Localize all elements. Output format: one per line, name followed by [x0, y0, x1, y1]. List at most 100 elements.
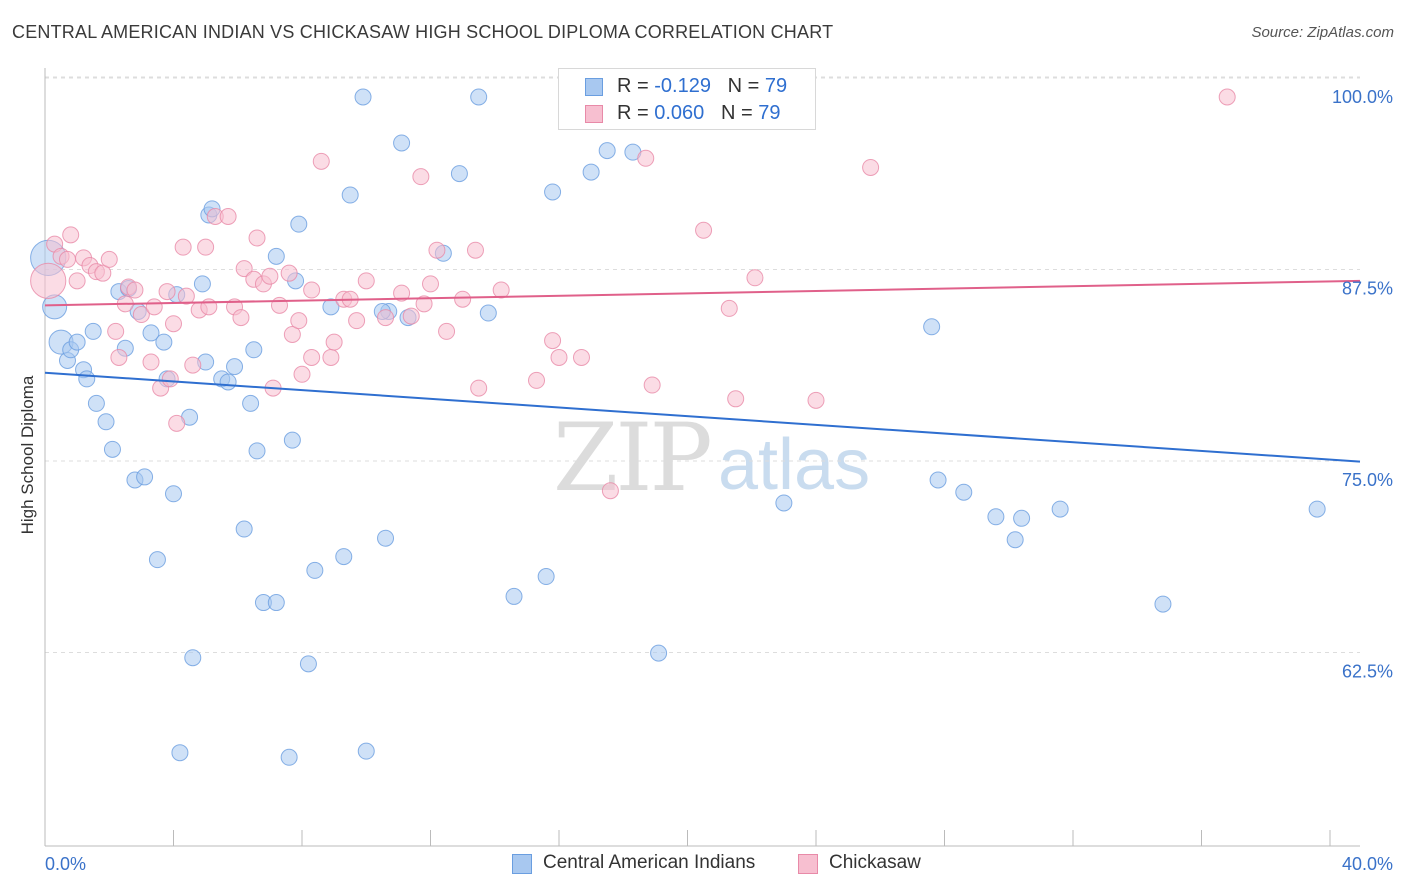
data-point [393, 284, 411, 302]
data-point [325, 333, 343, 351]
data-point [1013, 509, 1031, 527]
data-point [470, 379, 488, 397]
data-point [348, 312, 366, 330]
data-point [78, 370, 96, 388]
legend-stats: R = -0.129 N = 79 [617, 75, 788, 97]
data-point [161, 370, 179, 388]
data-point [235, 520, 253, 538]
data-point [103, 440, 121, 458]
data-point [637, 149, 655, 167]
data-point [377, 529, 395, 547]
tick-labels: 62.5% 75.0% 87.5% 100.0% 0.0% 40.0% [45, 87, 1393, 874]
data-point [184, 649, 202, 667]
y-tick-label: 100.0% [1332, 87, 1393, 107]
data-point [393, 134, 411, 152]
data-point [219, 207, 237, 225]
data-point [184, 356, 202, 374]
data-point [242, 394, 260, 412]
data-point [280, 264, 298, 282]
data-point [466, 241, 484, 259]
data-point [598, 142, 616, 160]
series-central-american-indians [30, 88, 1326, 766]
data-point [572, 348, 590, 366]
y-tick-label: 62.5% [1342, 662, 1393, 682]
legend-stats: R = 0.060 N = 79 [617, 102, 781, 124]
data-point [987, 508, 1005, 526]
data-point [148, 551, 166, 569]
data-point [775, 494, 793, 512]
data-point [84, 322, 102, 340]
data-point [267, 594, 285, 612]
data-point [248, 229, 266, 247]
data-point [261, 267, 279, 285]
data-point [544, 332, 562, 350]
data-point [97, 413, 115, 431]
data-point [68, 333, 86, 351]
data-point [245, 341, 263, 359]
data-point [720, 299, 738, 317]
data-point [1051, 500, 1069, 518]
data-point [955, 483, 973, 501]
data-point [226, 358, 244, 376]
data-point [155, 333, 173, 351]
data-point [303, 281, 321, 299]
data-point [58, 250, 76, 268]
data-point [454, 290, 472, 308]
data-point [87, 394, 105, 412]
data-point [235, 260, 253, 278]
watermark-atlas: atlas [718, 425, 871, 505]
legend-swatch-blue [512, 854, 532, 874]
data-point [422, 275, 439, 293]
data-point [807, 391, 825, 409]
data-point [168, 414, 186, 432]
data-point [174, 238, 192, 256]
correlation-legend: R = -0.129 N = 79 R = 0.060 N = 79 [558, 68, 816, 130]
trend-line [44, 279, 1361, 307]
legend-swatch-blue [585, 78, 603, 96]
data-point [402, 307, 420, 325]
data-point [335, 548, 353, 566]
data-point [100, 250, 118, 268]
y-tick-label: 87.5% [1342, 279, 1393, 299]
data-point [299, 655, 317, 673]
data-point [537, 568, 555, 586]
data-point [306, 561, 324, 579]
data-point [1154, 595, 1172, 613]
data-point [293, 365, 311, 383]
x-tick-label: 0.0% [45, 854, 86, 874]
data-point [248, 442, 266, 460]
data-point [1218, 88, 1236, 106]
data-point [428, 241, 446, 259]
data-point [136, 468, 154, 486]
data-point [643, 376, 661, 394]
data-point [470, 88, 488, 106]
data-point [303, 348, 321, 366]
data-point [582, 163, 600, 181]
data-point [197, 238, 215, 256]
data-point [107, 322, 125, 340]
data-point [158, 283, 176, 301]
data-point [1308, 500, 1326, 518]
trend-line [44, 371, 1361, 463]
data-point [412, 168, 430, 186]
data-point [929, 471, 947, 489]
legend-swatch-pink [798, 854, 818, 874]
trend-lines [44, 279, 1361, 463]
data-point [267, 247, 285, 265]
data-point [271, 296, 289, 314]
data-point [322, 298, 340, 316]
legend-swatch-pink [585, 105, 603, 123]
data-point [142, 324, 160, 342]
y-tick-label: 75.0% [1342, 470, 1393, 490]
data-point [528, 371, 546, 389]
data-point [177, 287, 195, 305]
data-point [290, 215, 308, 233]
data-point [650, 644, 668, 662]
data-point [1006, 531, 1024, 549]
data-point [142, 353, 160, 371]
data-point [283, 431, 301, 449]
data-point [68, 272, 86, 290]
data-point [377, 309, 395, 327]
watermark-zip: ZIP [553, 404, 713, 513]
